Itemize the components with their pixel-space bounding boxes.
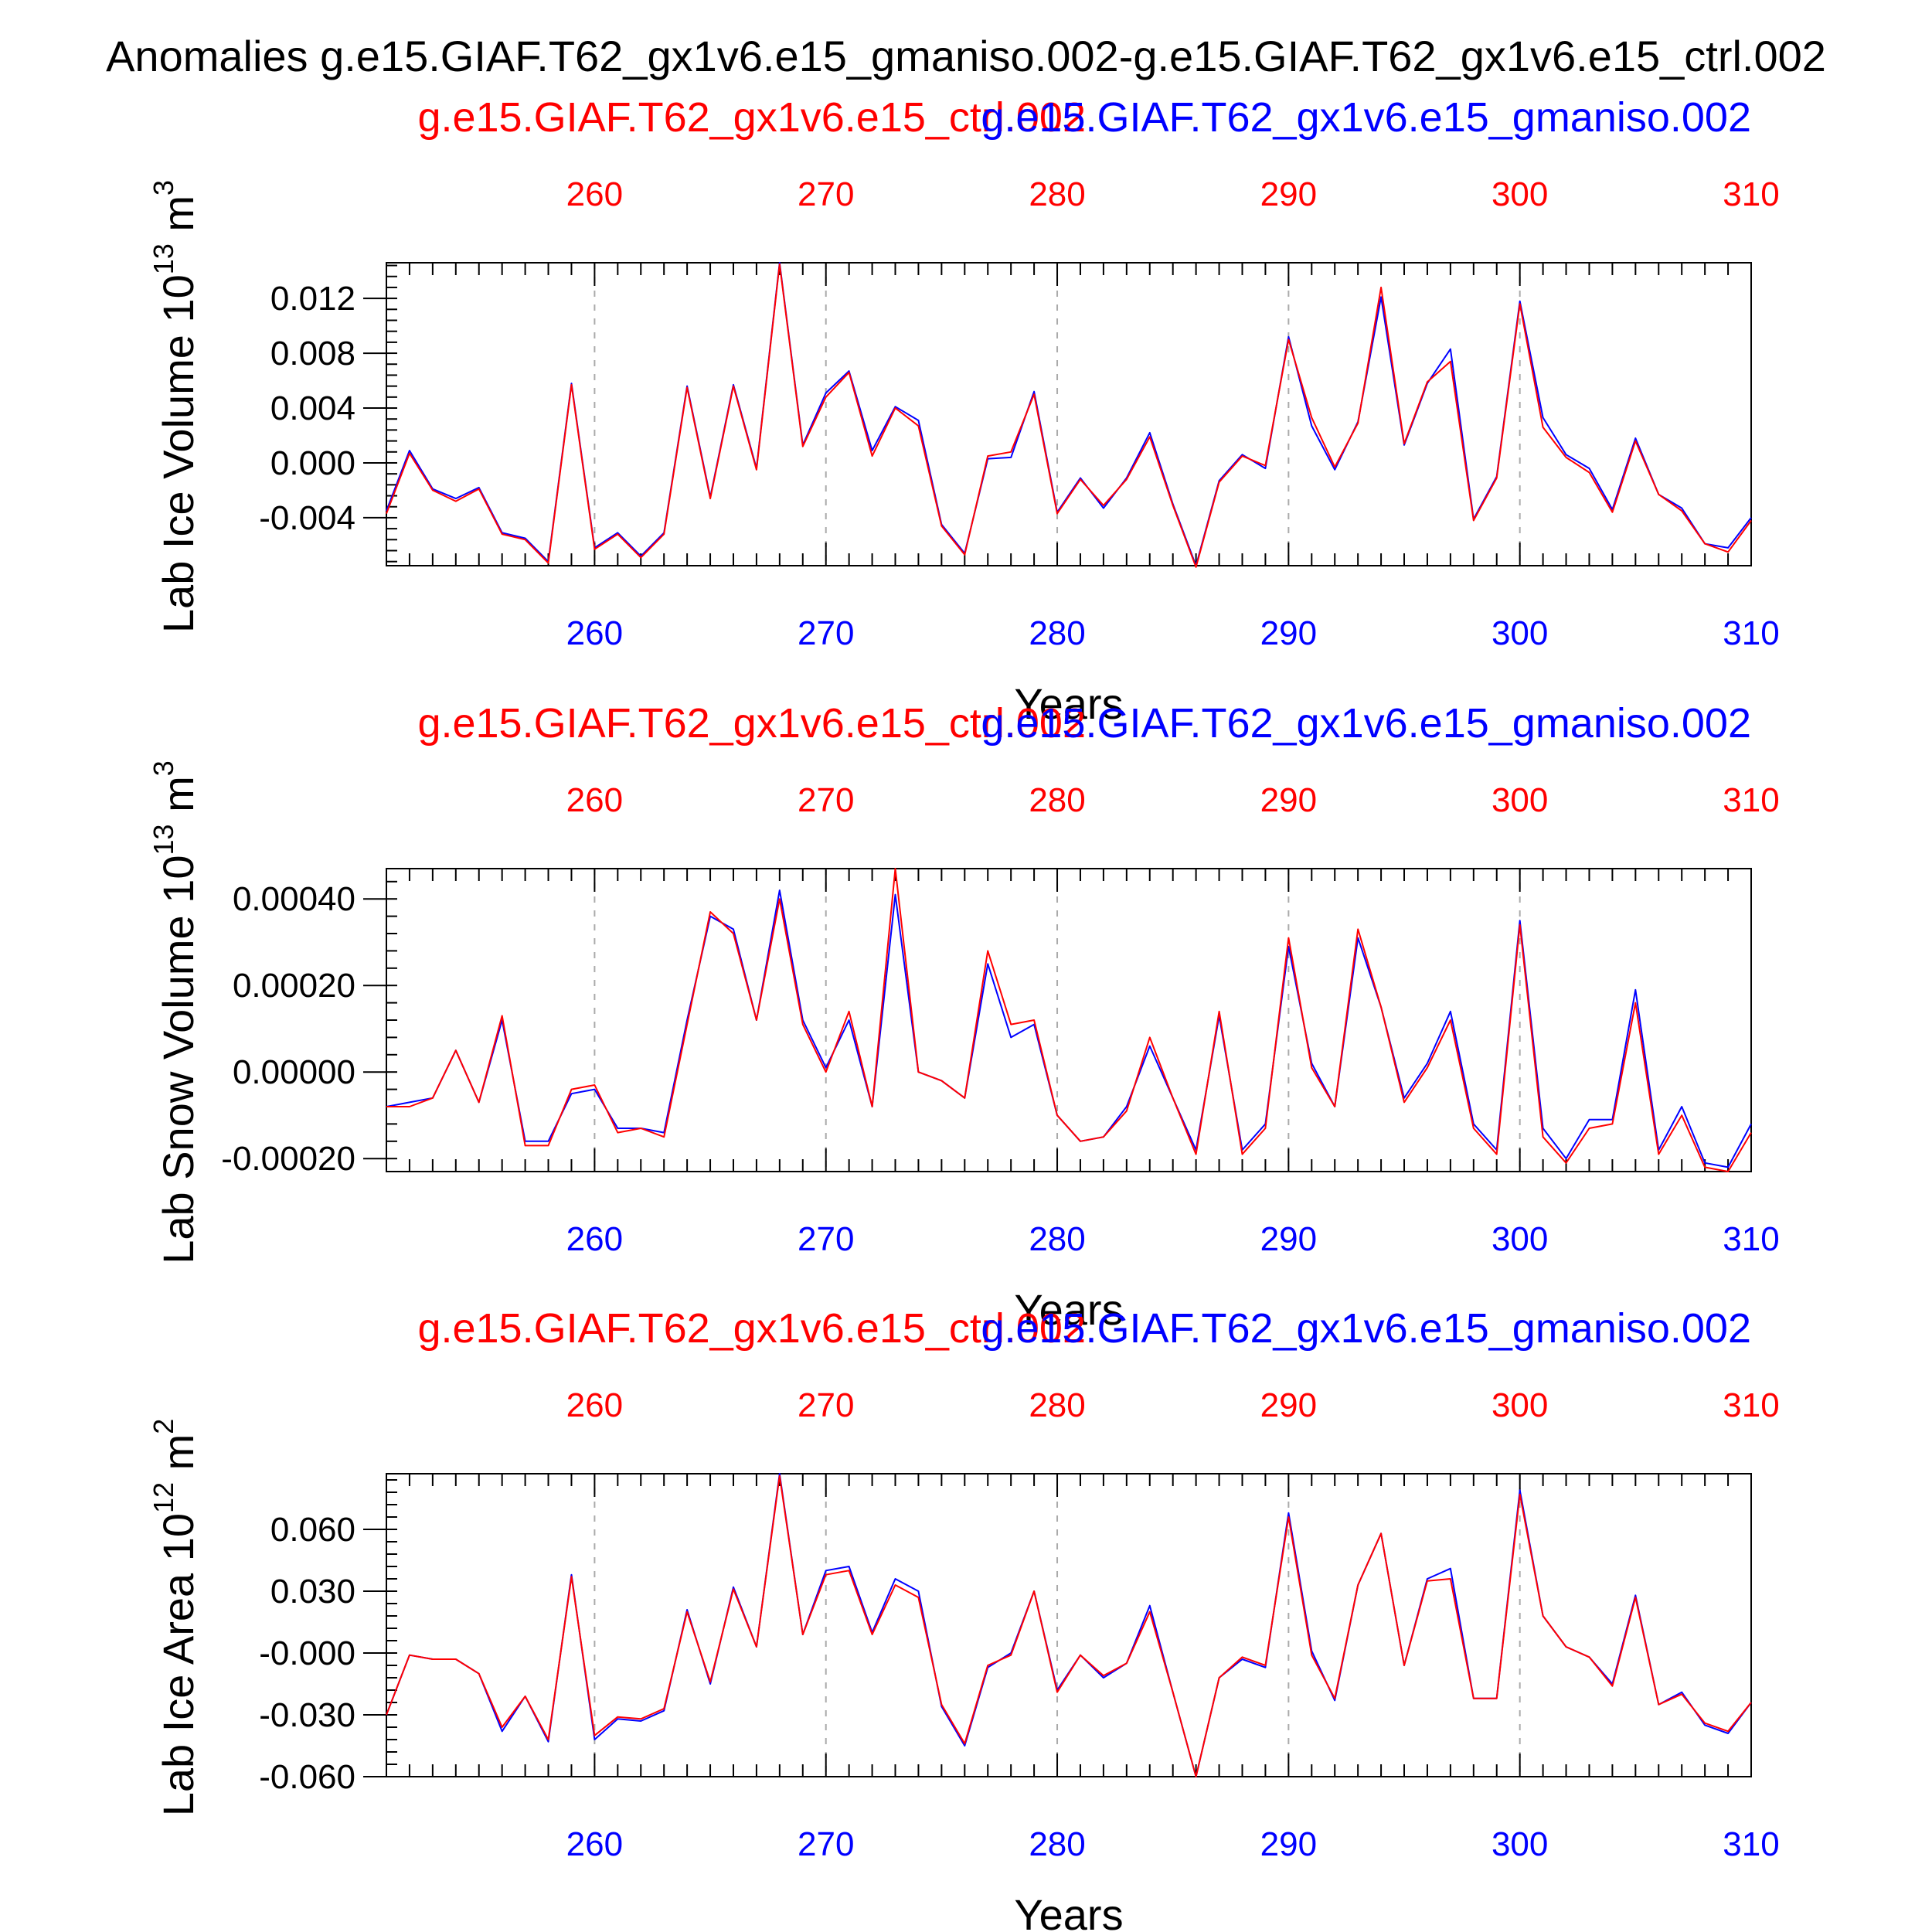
y-tick-label: 0.060 <box>270 1511 355 1549</box>
lab-snow-volume-panel: g.e15.GIAF.T62_gx1v6.e15_ctrl.002g.e15.G… <box>148 700 1780 1334</box>
x-tick-label-bottom: 300 <box>1492 1220 1548 1258</box>
run-label-blue: g.e15.GIAF.T62_gx1v6.e15_gmaniso.002 <box>981 94 1751 141</box>
x-tick-label-top: 290 <box>1260 781 1317 819</box>
x-axis-label: Years <box>1014 679 1123 728</box>
x-tick-label-bottom: 310 <box>1723 1825 1779 1863</box>
series-line <box>386 1475 1752 1777</box>
y-tick-label: 0.004 <box>270 389 355 427</box>
x-tick-label-bottom: 310 <box>1723 1220 1779 1258</box>
x-tick-label-top: 310 <box>1723 781 1779 819</box>
y-axis-label: Lab Ice Area 1012 m2 <box>148 1419 202 1817</box>
figure-title: Anomalies g.e15.GIAF.T62_gx1v6.e15_gmani… <box>106 32 1826 80</box>
series-line <box>386 889 1752 1168</box>
x-tick-label-top: 270 <box>798 175 854 213</box>
x-tick-label-bottom: 310 <box>1723 614 1779 652</box>
x-tick-label-top: 300 <box>1492 1386 1548 1424</box>
x-tick-label-bottom: 260 <box>566 1220 623 1258</box>
y-tick-label: -0.000 <box>259 1634 355 1672</box>
x-tick-label-top: 260 <box>566 1386 623 1424</box>
x-tick-label-bottom: 300 <box>1492 614 1548 652</box>
x-tick-label-bottom: 270 <box>798 1825 854 1863</box>
y-tick-label: 0.012 <box>270 280 355 318</box>
x-tick-label-bottom: 300 <box>1492 1825 1548 1863</box>
plot-frame <box>386 868 1752 1172</box>
series-line <box>386 868 1752 1172</box>
x-tick-label-bottom: 280 <box>1029 614 1085 652</box>
run-label-red: g.e15.GIAF.T62_gx1v6.e15_ctrl.002 <box>417 1305 1086 1352</box>
run-label-red: g.e15.GIAF.T62_gx1v6.e15_ctrl.002 <box>417 700 1086 747</box>
y-tick-label: 0.008 <box>270 335 355 372</box>
x-tick-label-bottom: 260 <box>566 614 623 652</box>
x-tick-label-top: 260 <box>566 781 623 819</box>
run-label-blue: g.e15.GIAF.T62_gx1v6.e15_gmaniso.002 <box>981 700 1751 747</box>
y-tick-label: 0.00020 <box>233 967 355 1005</box>
x-tick-label-top: 290 <box>1260 175 1317 213</box>
x-tick-label-bottom: 280 <box>1029 1220 1085 1258</box>
x-tick-label-bottom: 280 <box>1029 1825 1085 1863</box>
x-tick-label-top: 280 <box>1029 175 1085 213</box>
y-tick-label: 0.030 <box>270 1573 355 1611</box>
y-tick-label: -0.060 <box>259 1758 355 1796</box>
x-tick-label-top: 280 <box>1029 781 1085 819</box>
y-tick-label: 0.00040 <box>233 880 355 918</box>
y-axis-label: Lab Ice Volume 1013 m3 <box>148 180 202 633</box>
x-tick-label-bottom: 290 <box>1260 1825 1317 1863</box>
x-tick-label-top: 280 <box>1029 1386 1085 1424</box>
series-line <box>386 263 1752 568</box>
x-tick-label-top: 300 <box>1492 781 1548 819</box>
x-axis-label: Years <box>1014 1285 1123 1334</box>
lab-ice-area-panel: g.e15.GIAF.T62_gx1v6.e15_ctrl.002g.e15.G… <box>148 1305 1780 1932</box>
run-label-red: g.e15.GIAF.T62_gx1v6.e15_ctrl.002 <box>417 94 1086 141</box>
x-tick-label-top: 270 <box>798 781 854 819</box>
x-tick-label-bottom: 290 <box>1260 1220 1317 1258</box>
x-tick-label-top: 270 <box>798 1386 854 1424</box>
plot-frame <box>386 262 1752 566</box>
panels: g.e15.GIAF.T62_gx1v6.e15_ctrl.002g.e15.G… <box>148 94 1780 1932</box>
y-tick-label: -0.004 <box>259 499 355 537</box>
y-tick-label: 0.00000 <box>233 1053 355 1091</box>
run-label-blue: g.e15.GIAF.T62_gx1v6.e15_gmaniso.002 <box>981 1305 1751 1352</box>
x-tick-label-bottom: 290 <box>1260 614 1317 652</box>
x-tick-label-top: 310 <box>1723 175 1779 213</box>
y-tick-label: -0.00020 <box>221 1140 355 1178</box>
y-tick-label: -0.030 <box>259 1696 355 1734</box>
y-tick-label: 0.000 <box>270 444 355 482</box>
plot-frame <box>386 1473 1752 1777</box>
x-tick-label-top: 290 <box>1260 1386 1317 1424</box>
x-tick-label-bottom: 270 <box>798 1220 854 1258</box>
x-tick-label-bottom: 260 <box>566 1825 623 1863</box>
x-tick-label-top: 260 <box>566 175 623 213</box>
series-line <box>386 1473 1752 1777</box>
x-tick-label-top: 310 <box>1723 1386 1779 1424</box>
x-axis-label: Years <box>1014 1890 1123 1932</box>
x-tick-label-bottom: 270 <box>798 614 854 652</box>
lab-ice-volume-panel: g.e15.GIAF.T62_gx1v6.e15_ctrl.002g.e15.G… <box>148 94 1780 728</box>
y-axis-label: Lab Snow Volume 1013 m3 <box>148 760 202 1264</box>
x-tick-label-top: 300 <box>1492 175 1548 213</box>
